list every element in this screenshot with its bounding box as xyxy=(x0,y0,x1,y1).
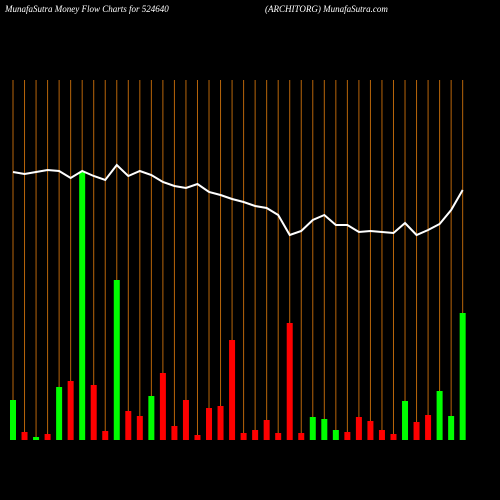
bar xyxy=(425,415,432,440)
bar xyxy=(194,435,201,440)
bar xyxy=(171,426,178,440)
bar xyxy=(159,373,166,440)
bar xyxy=(229,340,236,440)
bar xyxy=(413,422,420,440)
bar xyxy=(148,396,155,440)
bar xyxy=(182,400,189,440)
bar xyxy=(298,433,305,440)
bar xyxy=(286,323,293,440)
bar xyxy=(344,432,351,440)
bar xyxy=(33,437,40,440)
bar xyxy=(21,432,28,440)
bar xyxy=(367,421,374,440)
bar xyxy=(309,417,316,440)
bar xyxy=(217,406,224,440)
bar xyxy=(44,434,51,440)
bar xyxy=(125,411,132,440)
bar xyxy=(252,430,259,440)
bar xyxy=(113,280,120,440)
bar xyxy=(275,433,282,440)
chart-subtitle: (ARCHITORG) MunafaSutra.com xyxy=(265,4,388,14)
bar xyxy=(90,385,97,440)
bar xyxy=(136,416,143,440)
bar xyxy=(206,408,213,440)
bar xyxy=(79,172,86,440)
bar xyxy=(332,430,339,440)
bar xyxy=(355,417,362,440)
bar xyxy=(402,401,409,440)
bar xyxy=(459,313,466,440)
chart-title: MunafaSutra Money Flow Charts for 524640 xyxy=(4,4,169,14)
bar xyxy=(390,434,397,440)
bar xyxy=(378,430,385,440)
bar xyxy=(240,433,247,440)
bar xyxy=(102,431,109,440)
price-line xyxy=(12,163,464,237)
bar xyxy=(10,400,16,440)
bar xyxy=(67,381,74,440)
bar xyxy=(448,416,455,440)
bar xyxy=(436,391,443,440)
bar xyxy=(56,387,63,440)
bar xyxy=(263,420,270,440)
bar xyxy=(321,419,328,440)
